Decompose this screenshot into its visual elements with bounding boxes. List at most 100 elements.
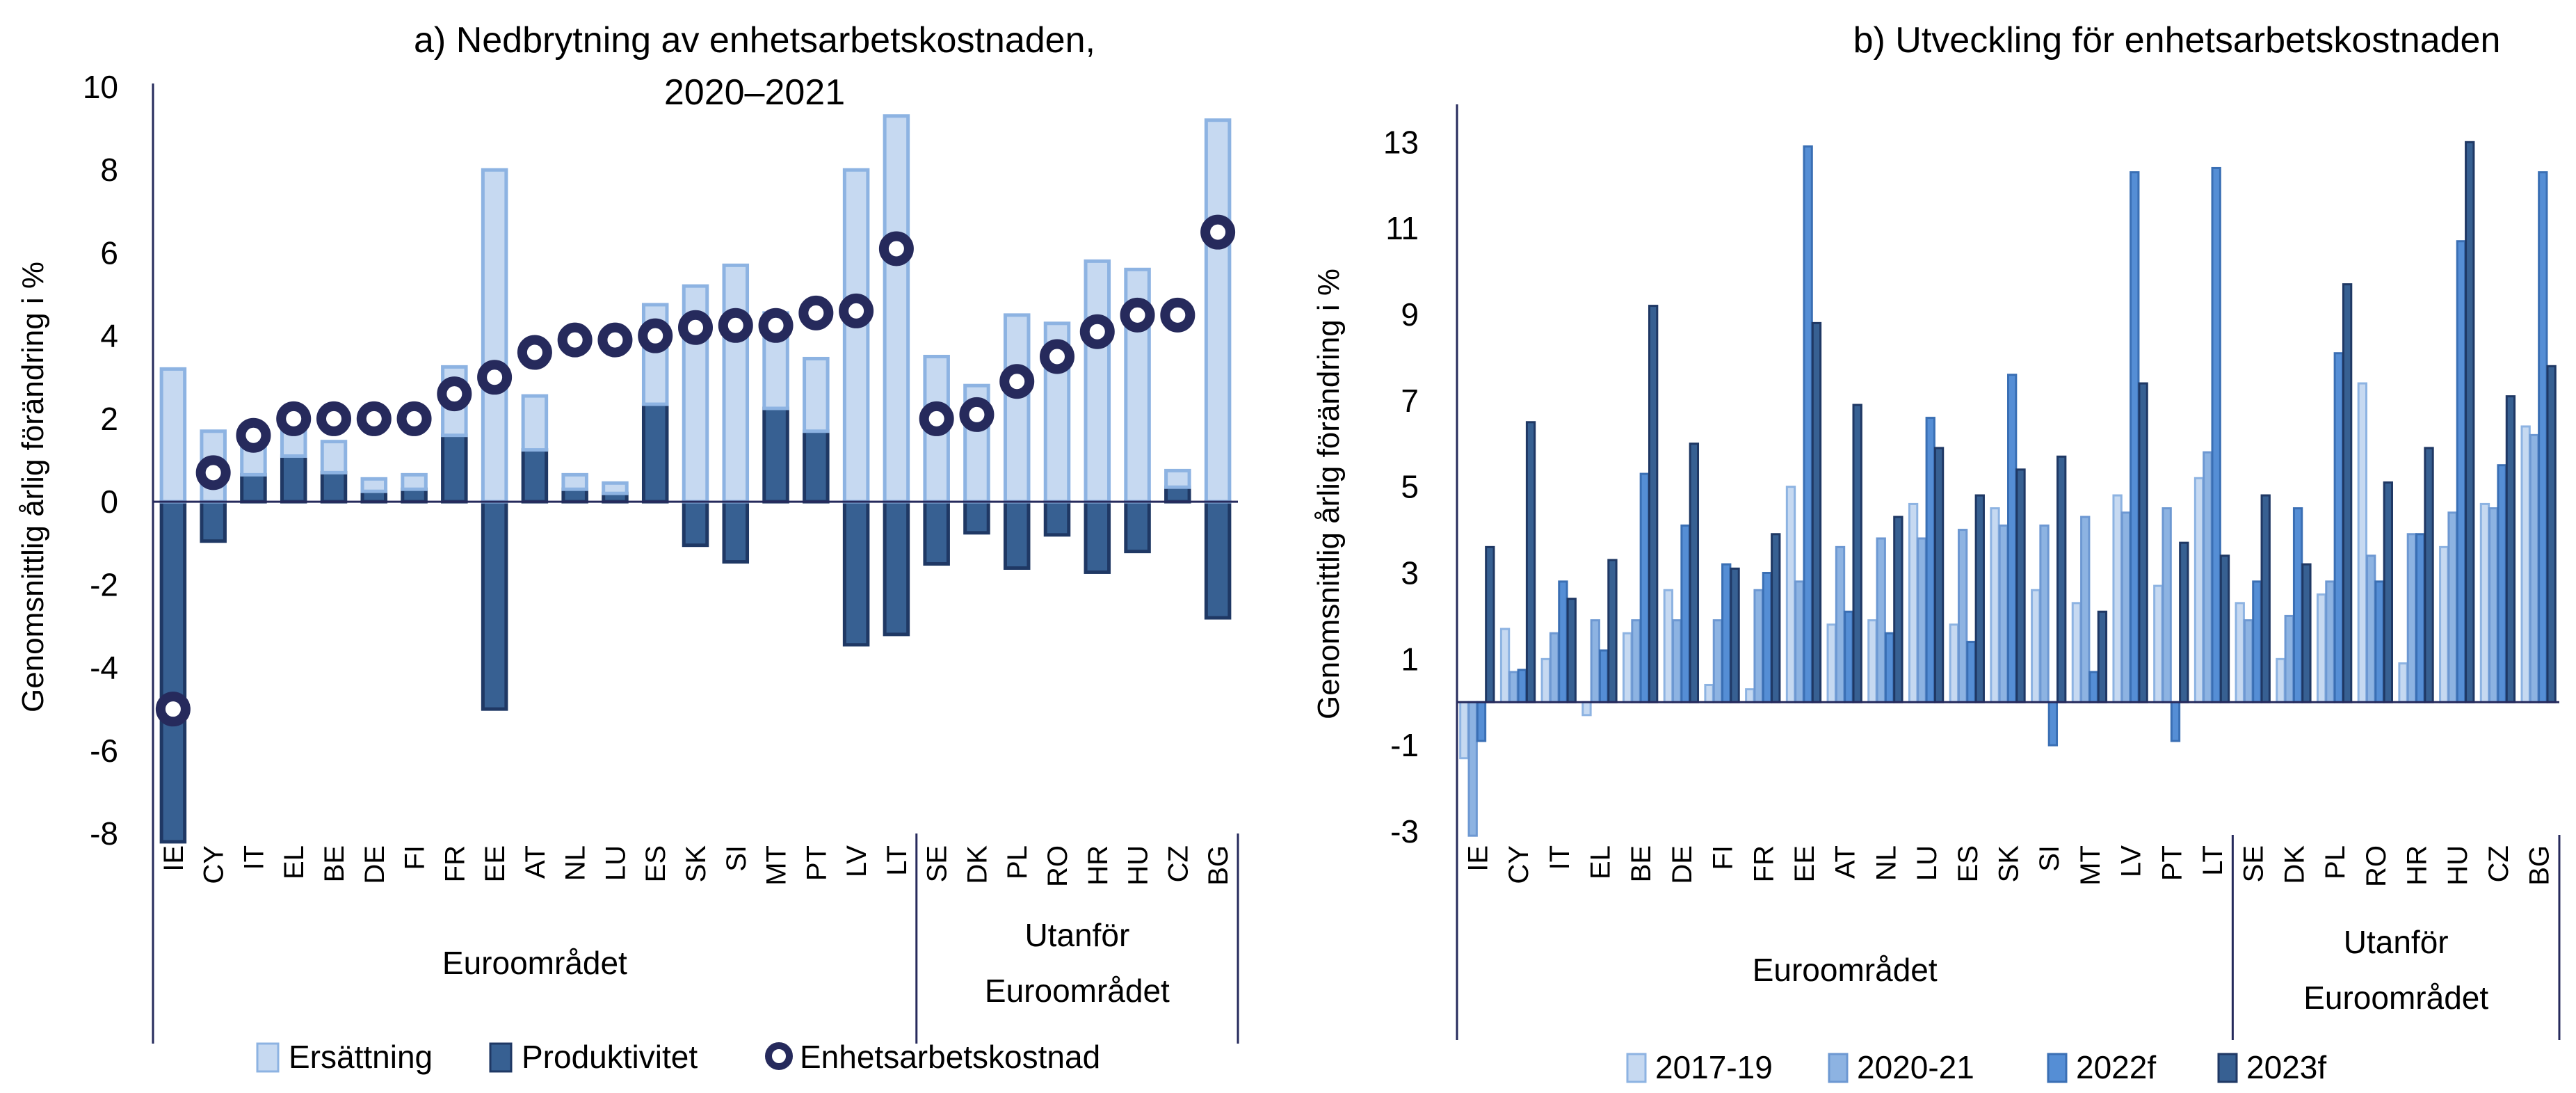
legend-label: Enhetsarbetskostnad: [800, 1039, 1100, 1075]
y-tick-label: 10: [83, 69, 118, 105]
legend-label: Ersättning: [289, 1039, 433, 1075]
category-label: HU: [2442, 845, 2473, 886]
bar-2022f-lt: [2211, 166, 2221, 703]
category-label: FR: [1748, 845, 1779, 882]
bar-2022f-cz: [2497, 464, 2507, 703]
bar-2020-21-es: [1957, 529, 1968, 703]
chart-b-title: b) Utveckling för enhetsarbetskostnaden: [1853, 20, 2501, 61]
y-tick-label: -1: [1390, 727, 1419, 763]
y-tick-label: 13: [1383, 124, 1419, 160]
category-label: ES: [1953, 845, 1983, 882]
bar-2017-19-ee: [1785, 486, 1796, 703]
category-label: RO: [2361, 845, 2392, 887]
bar-2017-19-es: [1949, 623, 1959, 703]
chart-b-y-axis-label: Genomsnittlig årlig förändring i %: [1312, 269, 1346, 719]
bar-2022f-hr: [2415, 533, 2426, 703]
bar-2020-21-lv: [2120, 511, 2132, 703]
bar-2017-19-bg: [2520, 425, 2531, 703]
bar-produktivitet-nl: [561, 487, 588, 504]
bar-2017-19-se: [2235, 602, 2245, 703]
bar-produktivitet-dk: [963, 500, 990, 535]
bar-ersättning-nl: [561, 472, 588, 491]
bar-2020-21-hu: [2447, 511, 2458, 703]
legend-swatch: [2217, 1053, 2238, 1083]
bar-2020-21-pl: [2325, 580, 2335, 703]
bar-2017-19-ro: [2357, 382, 2368, 703]
bar-2020-21-be: [1631, 619, 1641, 703]
bar-2023f-pl: [2342, 283, 2353, 703]
category-label: PT: [2157, 845, 2187, 881]
bar-2023f-lv: [2138, 382, 2148, 703]
bar-ersättning-lt: [883, 114, 910, 504]
group-label: Euroområdet: [1753, 952, 1938, 988]
bar-2020-21-fr: [1753, 589, 1764, 703]
bar-2020-21-hr: [2406, 533, 2417, 703]
category-label: IE: [159, 845, 189, 872]
bar-produktivitet-fi: [401, 487, 428, 504]
bar-ersättning-at: [521, 394, 549, 452]
bar-2022f-fi: [1721, 563, 1732, 703]
category-label: CY: [199, 845, 230, 884]
bar-2022f-el: [1598, 649, 1609, 703]
marker-enhetsarbetskostnad-de: [356, 401, 392, 436]
legend-swatch: [765, 1042, 793, 1070]
category-label: CZ: [1163, 845, 1193, 882]
marker-enhetsarbetskostnad-el: [276, 401, 312, 436]
category-label: MT: [2075, 845, 2106, 886]
bar-produktivitet-pl: [1003, 500, 1031, 570]
bar-2020-21-pt: [2162, 507, 2172, 703]
bar-2023f-pt: [2179, 541, 2189, 703]
y-tick-label: -2: [90, 566, 118, 603]
y-tick-label: 3: [1401, 555, 1419, 591]
bar-2020-21-dk: [2284, 614, 2294, 703]
marker-enhetsarbetskostnad-lt: [878, 231, 914, 266]
bar-ersättning-de: [360, 477, 388, 493]
bar-2023f-si: [2056, 455, 2067, 703]
legend-swatch: [489, 1042, 513, 1073]
bar-2017-19-hr: [2398, 662, 2408, 703]
bar-produktivitet-lt: [883, 500, 910, 637]
marker-enhetsarbetskostnad-cy: [195, 455, 231, 490]
bar-ersättning-pl: [1003, 313, 1031, 504]
bar-2017-19-at: [1826, 623, 1837, 703]
marker-enhetsarbetskostnad-fr: [437, 376, 472, 412]
bar-2022f-de: [1680, 524, 1691, 703]
category-label: FI: [1708, 845, 1739, 870]
bar-2023f-lu: [1933, 447, 1945, 703]
bar-ersättning-lv: [842, 168, 870, 504]
bar-produktivitet-ee: [481, 500, 508, 711]
chart-a-y-ticks: -8 -6 -4 -2 0 2 4 6 8 10: [83, 69, 118, 852]
chart-b-group-labels: Euroområdet Utanför Euroområdet: [1753, 924, 2489, 1016]
y-tick-label: 7: [1401, 383, 1419, 419]
y-tick-label: 2: [100, 401, 118, 437]
bar-2023f-es: [1974, 494, 1985, 703]
y-tick-label: -4: [90, 650, 118, 686]
bar-2023f-fi: [1730, 567, 1740, 703]
bar-2020-21-mt: [2080, 516, 2091, 703]
chart-a: a) Nedbrytning av enhetsarbetskostnaden,…: [16, 20, 1239, 1075]
bar-2023f-at: [1852, 404, 1862, 703]
group-label: Euroområdet: [442, 945, 627, 981]
bar-2022f-lv: [2130, 171, 2140, 703]
category-label: BE: [319, 845, 350, 882]
category-label: EE: [1789, 845, 1820, 882]
bar-2023f-se: [2260, 494, 2271, 703]
category-label: ES: [641, 845, 671, 882]
bar-2017-19-el: [1581, 701, 1592, 717]
legend-label: 2022f: [2076, 1049, 2156, 1085]
group-label: Euroområdet: [2303, 980, 2488, 1016]
bar-2023f-ee: [1811, 321, 1822, 703]
bar-2023f-cy: [1525, 421, 1536, 703]
bar-2023f-fr: [1771, 533, 1781, 703]
category-label: IT: [1545, 845, 1575, 870]
bar-2023f-hr: [2424, 447, 2434, 703]
marker-enhetsarbetskostnad-sk: [678, 310, 713, 345]
category-label: FR: [440, 845, 470, 882]
legend-label: Produktivitet: [522, 1039, 698, 1075]
y-tick-label: 9: [1401, 296, 1419, 333]
bar-2023f-lt: [2219, 555, 2230, 703]
bar-2020-21-ie: [1467, 701, 1478, 837]
bar-2023f-be: [1648, 305, 1659, 703]
bar-produktivitet-hr: [1084, 500, 1111, 574]
chart-a-legend: Ersättning Produktivitet Enhetsarbetskostn…: [256, 1039, 1100, 1075]
